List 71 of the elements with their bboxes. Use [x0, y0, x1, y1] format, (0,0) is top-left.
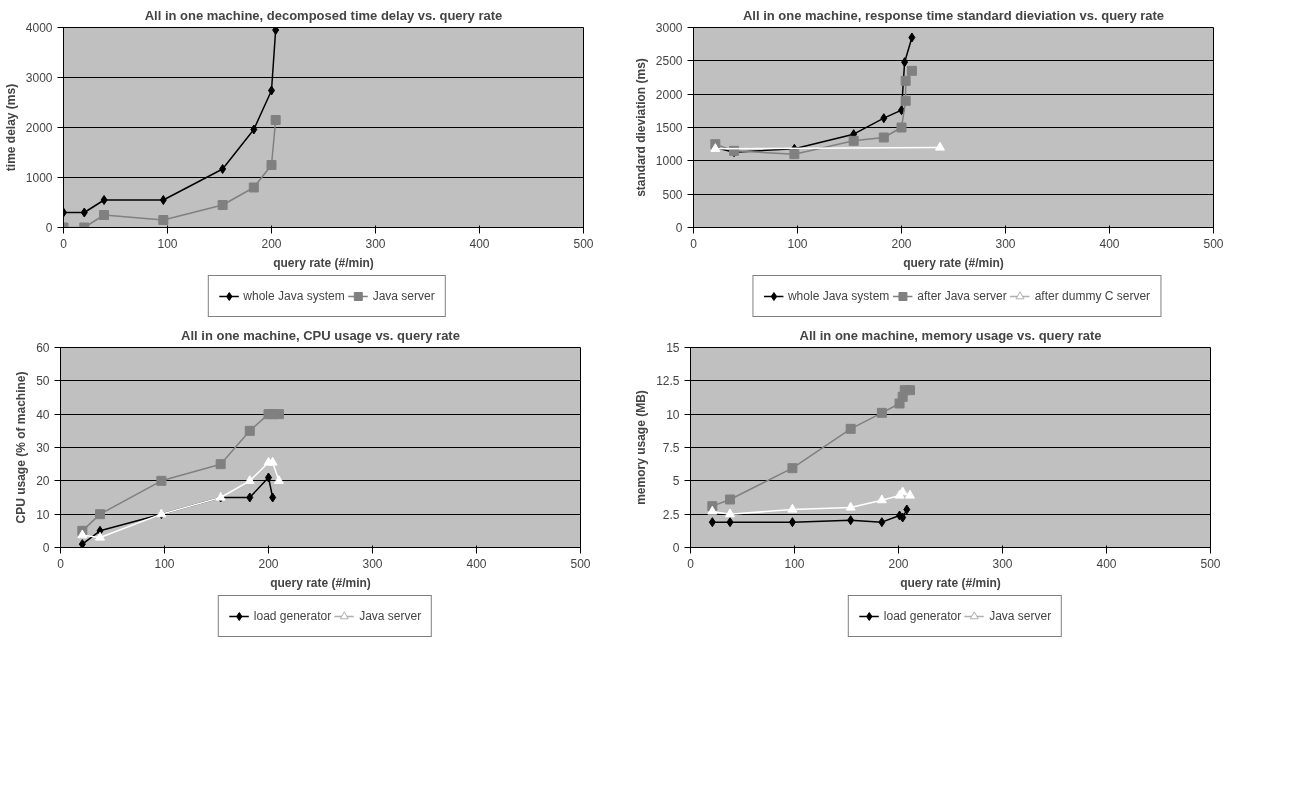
x-axis-title: query rate (#/min): [903, 255, 1004, 270]
x-axis-title: query rate (#/min): [270, 575, 371, 590]
x-tick-label: 100: [157, 236, 178, 251]
chart-title: All in one machine, response time standard dieviation vs. query rate: [742, 7, 1165, 23]
legend-label: after Java server: [917, 289, 1007, 303]
x-tick-label: 200: [261, 236, 282, 251]
x-tick-label: 300: [992, 556, 1013, 571]
x-tick-label: 100: [154, 556, 175, 571]
y-tick-label: 2.5: [662, 507, 680, 522]
y-tick-label: 4000: [25, 21, 53, 35]
y-tick-label: 0: [675, 221, 683, 235]
legend-label: Java server: [989, 609, 1052, 623]
chart-title: All in one machine, CPU usage vs. query rate: [181, 327, 460, 343]
legend-label: Java server: [372, 289, 435, 303]
y-tick-label: 50: [36, 374, 50, 389]
x-tick-label: 300: [365, 236, 386, 251]
chart-title: All in one machine, memory usage vs. query rate: [799, 327, 1102, 343]
legend-label: load generator: [883, 609, 962, 623]
legend-label: whole Java system: [243, 289, 345, 303]
x-tick-label: 500: [1203, 236, 1224, 251]
x-tick-label: 400: [1099, 236, 1120, 251]
y-tick-label: 60: [36, 341, 50, 355]
x-tick-label: 0: [687, 556, 695, 571]
y-axis-title: time delay (ms): [3, 83, 18, 172]
y-tick-label: 30: [36, 441, 50, 455]
x-tick-label: 200: [891, 236, 912, 251]
y-tick-label: 0: [672, 541, 680, 555]
x-tick-label: 400: [466, 556, 487, 571]
y-tick-label: 1000: [655, 154, 683, 169]
legend-label: after dummy C server: [1034, 289, 1151, 303]
x-tick-label: 200: [888, 556, 909, 571]
x-tick-label: 500: [573, 236, 594, 251]
x-tick-label: 0: [690, 236, 698, 251]
y-tick-label: 20: [36, 474, 50, 489]
x-tick-label: 300: [995, 236, 1016, 251]
y-axis-title: standard dieviation (ms): [633, 58, 648, 197]
y-tick-label: 15: [666, 341, 680, 355]
y-tick-label: 2000: [655, 87, 683, 102]
x-tick-label: 0: [60, 236, 68, 251]
y-tick-label: 12.5: [656, 374, 680, 389]
legend-label: load generator: [253, 609, 332, 623]
x-tick-label: 100: [787, 236, 808, 251]
y-tick-label: 0: [42, 541, 50, 555]
y-tick-label: 2000: [25, 121, 53, 135]
x-tick-label: 100: [784, 556, 805, 571]
y-tick-label: 3000: [25, 71, 53, 85]
y-tick-label: 10: [666, 407, 680, 422]
x-tick-label: 0: [57, 556, 65, 571]
y-tick-label: 3000: [655, 21, 683, 35]
legend-label: Java server: [359, 609, 422, 623]
x-tick-label: 300: [362, 556, 383, 571]
y-tick-label: 10: [36, 507, 50, 522]
y-tick-label: 500: [662, 187, 683, 202]
y-tick-label: 0: [45, 221, 53, 235]
chart-title: All in one machine, decomposed time delay vs. query rate: [144, 7, 503, 23]
x-tick-label: 400: [469, 236, 490, 251]
x-axis-title: query rate (#/min): [273, 255, 374, 270]
y-tick-label: 40: [36, 407, 50, 422]
y-tick-label: 1500: [655, 121, 683, 135]
y-tick-label: 7.5: [662, 441, 680, 455]
y-tick-label: 1000: [25, 171, 53, 185]
x-tick-label: 500: [570, 556, 591, 571]
y-tick-label: 2500: [655, 54, 683, 69]
x-tick-label: 400: [1096, 556, 1117, 571]
y-axis-title: memory usage (MB): [634, 390, 649, 505]
legend-label: whole Java system: [787, 289, 890, 303]
y-axis-title: CPU usage (% of machine): [14, 371, 29, 524]
x-tick-label: 200: [258, 556, 279, 571]
x-tick-label: 500: [1200, 556, 1221, 571]
x-axis-title: query rate (#/min): [900, 575, 1001, 590]
y-tick-label: 5: [672, 474, 680, 489]
